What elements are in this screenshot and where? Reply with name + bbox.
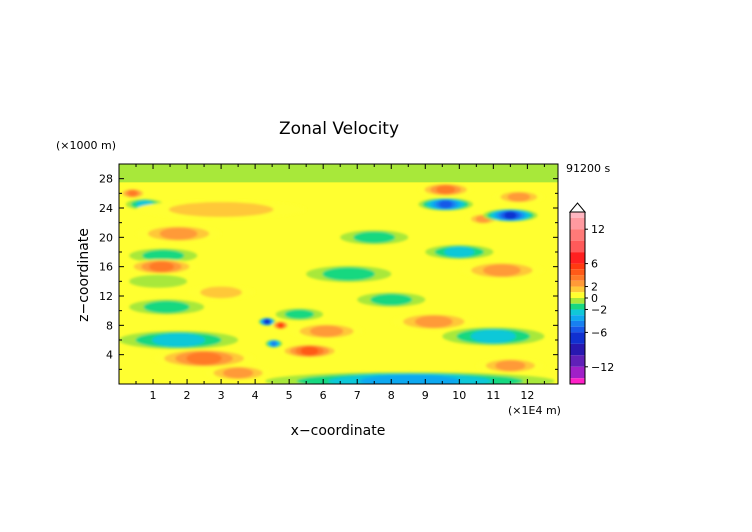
x-tick-label: 8	[388, 389, 395, 402]
velocity-band	[436, 185, 456, 195]
x-tick-label: 4	[252, 389, 259, 402]
colorbar-swatch	[570, 280, 585, 287]
x-unit-label: (×1E4 m)	[508, 404, 561, 417]
plot-frame	[118, 163, 559, 385]
colorbar-swatch	[570, 252, 585, 264]
y-tick-label: 28	[99, 173, 113, 186]
y-tick-label: 24	[99, 202, 113, 215]
velocity-band	[353, 231, 396, 244]
velocity-band	[284, 309, 315, 320]
x-tick-label: 10	[452, 389, 466, 402]
colorbar-label: 12	[591, 223, 605, 236]
velocity-band	[309, 325, 344, 337]
x-tick-label: 7	[354, 389, 361, 402]
x-axis-label: x−coordinate	[291, 423, 386, 439]
velocity-band	[414, 315, 453, 328]
velocity-band	[186, 351, 222, 365]
colorbar-swatch	[570, 263, 585, 270]
colorbar-label: 6	[591, 258, 598, 271]
field-bands	[119, 183, 555, 384]
chart-title: Zonal Velocity	[279, 119, 399, 139]
colorbar-label: −2	[591, 303, 607, 316]
colorbar-swatch	[570, 298, 585, 304]
colorbar-swatch	[570, 212, 585, 218]
x-tick-label: 2	[184, 389, 191, 402]
y-unit-label: (×1000 m)	[56, 139, 116, 152]
colorbar-swatch	[570, 275, 585, 281]
colorbar-label: −12	[591, 361, 614, 374]
x-tick-label: 12	[520, 389, 534, 402]
colorbar-swatch	[570, 269, 585, 276]
colorbar-swatch	[570, 286, 585, 293]
x-tick-label: 5	[286, 389, 293, 402]
velocity-band	[482, 264, 521, 277]
colorbar-overflow-arrow	[568, 202, 587, 213]
velocity-band	[149, 261, 174, 272]
velocity-band	[159, 227, 198, 240]
colorbar-swatch	[570, 240, 585, 253]
time-label: 91200 s	[566, 162, 610, 175]
velocity-band	[168, 202, 274, 217]
colorbar-swatch	[570, 320, 585, 327]
velocity-band	[271, 340, 277, 347]
y-tick-label: 12	[99, 290, 113, 303]
y-axis-ticks: 4 8 12 16 20 24 28	[99, 173, 558, 370]
velocity-band	[495, 360, 526, 371]
colorbar-swatch	[570, 309, 585, 316]
field-upper-layer	[119, 164, 558, 183]
velocity-band	[278, 322, 283, 328]
velocity-band	[444, 246, 475, 258]
x-axis-ticks: 1 2 3 4 5 6 7 8 9 10 11 12	[135, 164, 545, 402]
colorbar-swatch	[570, 229, 585, 241]
velocity-band	[300, 346, 319, 356]
velocity-band	[504, 211, 517, 220]
velocity-band	[507, 192, 531, 202]
velocity-band	[143, 300, 190, 314]
velocity-band	[127, 190, 138, 197]
velocity-band	[370, 293, 413, 306]
x-tick-label: 3	[218, 389, 225, 402]
colorbar-label: 0	[591, 292, 598, 305]
colorbar-swatch	[570, 343, 585, 356]
colorbar: 12 6 20−2 −6 −12	[568, 202, 614, 385]
velocity-band	[200, 286, 243, 299]
y-tick-label: 4	[106, 349, 113, 362]
y-tick-label: 8	[106, 319, 113, 332]
velocity-band	[359, 374, 461, 384]
plot-area	[119, 164, 558, 384]
colorbar-swatch	[570, 332, 585, 344]
colorbar-swatch	[570, 292, 585, 298]
colorbar-swatch	[570, 326, 585, 333]
x-tick-label: 11	[486, 389, 500, 402]
x-tick-label: 9	[422, 389, 429, 402]
colorbar-swatch	[570, 303, 585, 310]
colorbar-swatch	[570, 355, 585, 367]
velocity-band	[142, 249, 185, 262]
colorbar-label: 2	[591, 281, 598, 294]
velocity-band	[265, 319, 269, 325]
colorbar-swatch	[570, 217, 585, 230]
velocity-band	[470, 329, 517, 344]
velocity-field	[119, 164, 558, 384]
colorbar-swatch	[570, 378, 585, 384]
velocity-band	[439, 200, 453, 209]
y-tick-label: 20	[99, 231, 113, 244]
y-axis-label: z−coordinate	[76, 228, 92, 322]
velocity-band	[152, 333, 206, 347]
x-tick-label: 6	[320, 389, 327, 402]
velocity-band	[129, 274, 188, 288]
colorbar-swatch	[570, 366, 585, 379]
colorbar-label: −6	[591, 326, 607, 339]
velocity-band	[222, 367, 254, 379]
colorbar-swatch	[570, 315, 585, 321]
x-tick-label: 1	[150, 389, 157, 402]
y-tick-label: 16	[99, 261, 113, 274]
velocity-band	[322, 267, 375, 281]
